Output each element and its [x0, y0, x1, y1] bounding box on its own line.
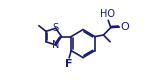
Text: F: F	[65, 59, 73, 69]
Text: HO: HO	[100, 9, 115, 19]
Text: N: N	[52, 40, 59, 50]
Text: S: S	[52, 23, 59, 33]
Text: O: O	[121, 22, 129, 32]
